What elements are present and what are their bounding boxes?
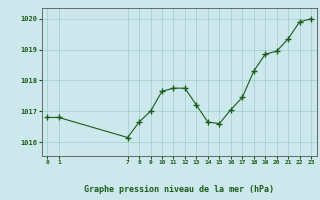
Text: Graphe pression niveau de la mer (hPa): Graphe pression niveau de la mer (hPa) (84, 185, 274, 194)
